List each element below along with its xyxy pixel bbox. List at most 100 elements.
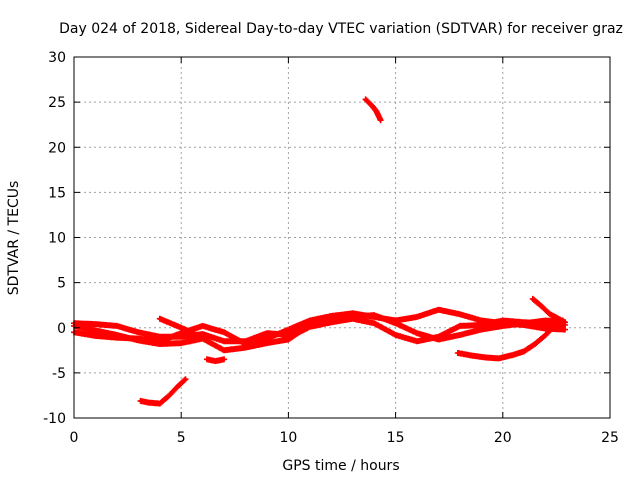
data-point [201,332,205,336]
data-point [512,353,515,357]
data-point [222,339,226,343]
data-point [175,385,179,389]
data-point [563,320,567,324]
axis-ticks: 0 5 10 15 20 25 -10 -5 0 5 10 15 20 25 30 [43,50,619,446]
data-point [372,315,376,319]
data-point [351,317,355,321]
data-point [501,319,505,322]
data-point [265,337,269,340]
data-point [308,325,312,329]
y-tick-label: 10 [48,231,66,247]
data-point [94,322,97,326]
data-point [287,328,290,331]
x-tick-label: 15 [387,430,405,446]
y-tick-label: -10 [43,411,66,427]
y-tick-label: 15 [48,185,66,201]
y-tick-label: 25 [48,95,66,111]
x-tick-label: 20 [494,430,512,446]
y-tick-label: 20 [48,140,66,156]
data-point [115,333,119,337]
data-point [479,328,483,331]
series-track-e [137,376,189,407]
data-point [497,357,500,360]
data-point [297,330,301,334]
data-point [544,333,548,337]
series-track-f [203,356,228,365]
data-point [214,359,217,363]
data-point [364,98,367,101]
data-point [372,321,376,325]
x-axis-label: GPS time / hours [282,458,399,474]
data-point [94,334,97,338]
data-series [71,96,568,407]
data-point [147,401,151,405]
data-point [544,327,548,331]
data-point [374,109,378,113]
data-point [522,320,526,324]
chart-title: Day 024 of 2018, Sidereal Day-to-day VTE… [59,21,623,37]
data-point [166,394,170,398]
data-point [552,324,556,328]
data-point [531,297,535,301]
data-point [351,311,355,315]
data-point [308,319,312,322]
data-point [136,330,140,334]
data-point [205,357,209,361]
data-point [158,342,162,346]
data-point [471,354,475,358]
data-point [244,346,247,350]
data-point [179,341,183,345]
data-point [287,338,290,341]
data-point [394,319,397,322]
data-point [94,329,97,332]
data-point [222,330,226,334]
data-point [179,331,183,335]
data-point [522,349,526,353]
data-point [115,324,119,328]
data-point [533,342,537,346]
data-point [192,331,196,335]
data-point [287,333,290,337]
data-point [222,348,226,352]
data-point [415,315,419,319]
x-tick-label: 10 [279,430,297,446]
data-point [158,335,162,339]
x-tick-label: 0 [70,430,79,446]
data-point [139,399,142,403]
data-point [201,337,205,340]
y-tick-label: 5 [57,276,66,292]
data-point [458,312,462,316]
data-point [201,324,205,328]
data-point [415,339,419,343]
data-point [539,304,543,308]
series-track-i [529,295,568,326]
data-point [548,312,552,316]
data-point [184,328,187,331]
x-tick-label: 25 [601,430,619,446]
data-point [379,118,382,122]
data-point [265,331,269,335]
data-point [458,324,462,328]
data-point [479,319,483,322]
series-track-g [362,96,384,124]
data-point [171,322,175,326]
y-axis-label: SDTVAR / TECUs [6,181,22,296]
data-point [437,308,440,312]
data-point [158,402,162,405]
data-point [265,341,269,345]
y-tick-label: 0 [57,321,66,337]
data-point [415,331,419,335]
data-point [437,335,440,339]
y-tick-label: -5 [52,366,66,382]
data-point [394,333,397,337]
data-point [458,333,462,337]
data-point [370,104,374,108]
data-point [136,338,140,342]
series-track-h [454,317,566,362]
data-point [329,320,333,324]
series-track-d [156,315,198,337]
data-point [158,317,162,321]
data-point [479,323,483,327]
